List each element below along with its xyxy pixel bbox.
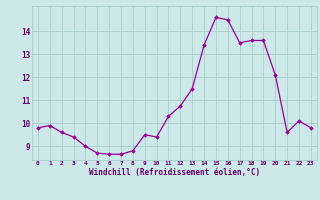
X-axis label: Windchill (Refroidissement éolien,°C): Windchill (Refroidissement éolien,°C) (89, 168, 260, 177)
